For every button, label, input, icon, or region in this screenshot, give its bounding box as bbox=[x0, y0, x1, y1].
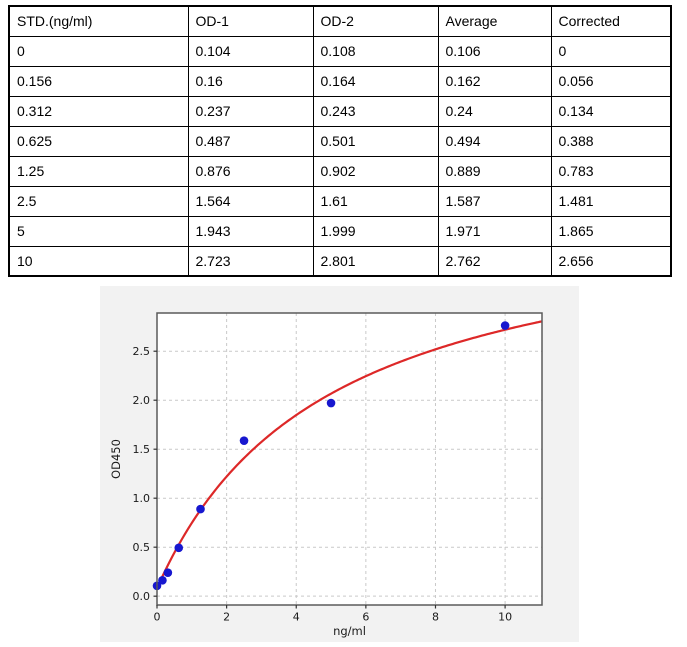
table-row: 2.5 1.564 1.61 1.587 1.481 bbox=[8, 185, 672, 217]
table-cell: 0 bbox=[550, 35, 672, 67]
table-row: 0.312 0.237 0.243 0.24 0.134 bbox=[8, 95, 672, 127]
y-tick-label: 2.0 bbox=[133, 394, 151, 407]
data-point bbox=[326, 398, 336, 408]
table-header-row: STD.(ng/ml) OD-1 OD-2 Average Corrected bbox=[8, 5, 672, 37]
standards-table: STD.(ng/ml) OD-1 OD-2 Average Corrected 0 0.1… bbox=[8, 5, 672, 277]
x-tick-label: 0 bbox=[154, 611, 161, 624]
table-header-cell: Average bbox=[437, 5, 552, 37]
table-cell: 0.24 bbox=[437, 95, 552, 127]
table-row: 0.156 0.16 0.164 0.162 0.056 bbox=[8, 65, 672, 97]
table-cell: 0.164 bbox=[312, 65, 439, 97]
table-cell: 2.801 bbox=[312, 245, 439, 277]
table-cell: 2.723 bbox=[187, 245, 314, 277]
x-tick-label: 10 bbox=[498, 611, 512, 624]
standard-curve-figure: 0 2 4 6 8 10 0.0 0.5 1.0 1.5 2.0 2.5 ng/ml OD450 bbox=[100, 286, 579, 642]
table-cell: 0.487 bbox=[187, 125, 314, 157]
table-cell: 1.61 bbox=[312, 185, 439, 217]
table-cell: 1.971 bbox=[437, 215, 552, 247]
table-header-cell: OD-2 bbox=[312, 5, 439, 37]
x-tick-label: 2 bbox=[223, 611, 230, 624]
table-row: 10 2.723 2.801 2.762 2.656 bbox=[8, 245, 672, 277]
y-tick-label: 1.5 bbox=[133, 443, 151, 456]
table-row: 5 1.943 1.999 1.971 1.865 bbox=[8, 215, 672, 247]
table-cell: 1.943 bbox=[187, 215, 314, 247]
plot-area bbox=[157, 313, 542, 605]
y-tick-label: 0.5 bbox=[133, 541, 151, 554]
table-cell: 0.056 bbox=[550, 65, 672, 97]
x-axis-label: ng/ml bbox=[333, 624, 366, 638]
table-cell: 1.25 bbox=[8, 155, 189, 187]
table-cell: 0.625 bbox=[8, 125, 189, 157]
x-tick-label: 8 bbox=[432, 611, 439, 624]
y-tick-label: 0.0 bbox=[133, 590, 151, 603]
data-point bbox=[163, 568, 173, 577]
data-point bbox=[500, 321, 510, 330]
table-cell: 0.889 bbox=[437, 155, 552, 187]
table-header-cell: Corrected bbox=[550, 5, 672, 37]
table-cell: 0.243 bbox=[312, 95, 439, 127]
table-cell: 0.108 bbox=[312, 35, 439, 67]
table-cell: 0.388 bbox=[550, 125, 672, 157]
table-row: 0 0.104 0.108 0.106 0 bbox=[8, 35, 672, 67]
table-header-cell: OD-1 bbox=[187, 5, 314, 37]
table-cell: 0.16 bbox=[187, 65, 314, 97]
y-tick-label: 1.0 bbox=[133, 492, 151, 505]
fit-curve bbox=[155, 320, 542, 589]
table-cell: 0.156 bbox=[8, 65, 189, 97]
table-cell: 5 bbox=[8, 215, 189, 247]
standard-curve-chart: 0 2 4 6 8 10 0.0 0.5 1.0 1.5 2.0 2.5 ng/ml OD450 bbox=[100, 286, 579, 642]
table-cell: 1.481 bbox=[550, 185, 672, 217]
table-cell: 0.312 bbox=[8, 95, 189, 127]
table-cell: 0.134 bbox=[550, 95, 672, 127]
data-point bbox=[158, 576, 167, 585]
table-cell: 1.587 bbox=[437, 185, 552, 217]
table-row: 0.625 0.487 0.501 0.494 0.388 bbox=[8, 125, 672, 157]
table-row: 1.25 0.876 0.902 0.889 0.783 bbox=[8, 155, 672, 187]
table-cell: 0.501 bbox=[312, 125, 439, 157]
y-tick-label: 2.5 bbox=[133, 345, 151, 358]
y-axis-label: OD450 bbox=[109, 439, 123, 479]
plot-border bbox=[156, 312, 543, 606]
table-cell: 0.237 bbox=[187, 95, 314, 127]
table-cell: 2.5 bbox=[8, 185, 189, 217]
data-point bbox=[239, 436, 249, 445]
table-cell: 10 bbox=[8, 245, 189, 277]
table-cell: 1.999 bbox=[312, 215, 439, 247]
table-cell: 1.564 bbox=[187, 185, 314, 217]
x-tick-label: 6 bbox=[362, 611, 369, 624]
table-cell: 2.762 bbox=[437, 245, 552, 277]
table-header-cell: STD.(ng/ml) bbox=[8, 5, 189, 37]
table-cell: 0.104 bbox=[187, 35, 314, 67]
table-cell: 0.494 bbox=[437, 125, 552, 157]
table-cell: 1.865 bbox=[550, 215, 672, 247]
standards-table-body: 0 0.104 0.108 0.106 0 0.156 0.16 0.164 0.162 0.05… bbox=[8, 35, 672, 277]
table-cell: 0.876 bbox=[187, 155, 314, 187]
table-cell: 0.106 bbox=[437, 35, 552, 67]
table-cell: 2.656 bbox=[550, 245, 672, 277]
data-point bbox=[196, 504, 205, 514]
x-tick-label: 4 bbox=[293, 611, 300, 624]
table-cell: 0 bbox=[8, 35, 189, 67]
table-cell: 0.783 bbox=[550, 155, 672, 187]
standards-table-head: STD.(ng/ml) OD-1 OD-2 Average Corrected bbox=[8, 5, 672, 37]
table-cell: 0.902 bbox=[312, 155, 439, 187]
table-cell: 0.162 bbox=[437, 65, 552, 97]
data-point bbox=[174, 543, 184, 553]
